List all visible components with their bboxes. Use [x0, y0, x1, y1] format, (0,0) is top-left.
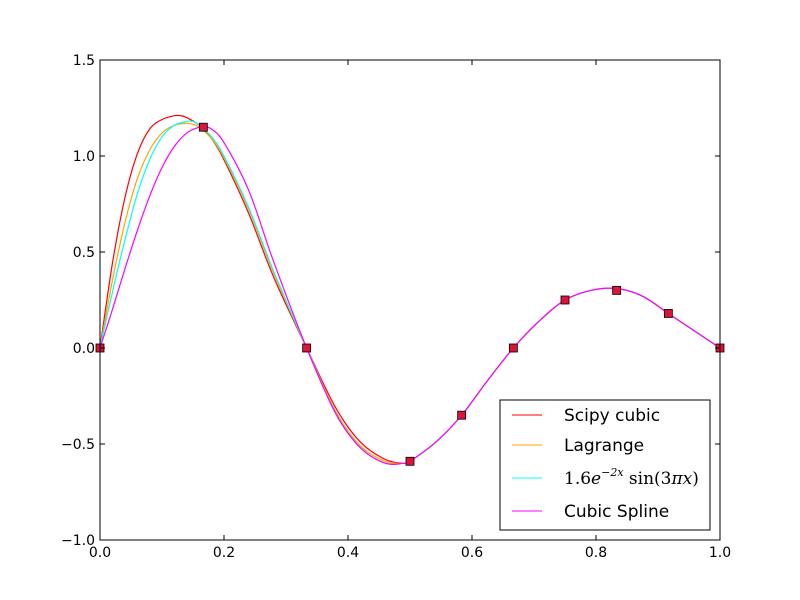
x-tick-label: 0.2 [213, 545, 235, 561]
series-line-cubic-spline [99, 126, 721, 466]
x-tick-label: 0.6 [461, 545, 483, 561]
legend-label-damped-sine: 1.6e−2x sin(3πx) [564, 466, 699, 489]
x-tick-label: 1.0 [709, 545, 731, 561]
legend-box [499, 399, 711, 531]
data-point-marker [612, 285, 622, 295]
plot-frame [99, 59, 721, 541]
legend-label-cubic-spline: Cubic Spline [564, 502, 669, 522]
data-point-marker [508, 343, 518, 353]
legend: Scipy cubic Lagrange 1.6e−2x sin(3πx) Cu… [499, 399, 711, 531]
x-tick-label: 0.8 [585, 545, 607, 561]
y-tick-label: 1.5 [73, 53, 95, 69]
legend-label-lagrange: Lagrange [564, 436, 644, 456]
data-point-marker [560, 295, 570, 305]
data-point-marker [457, 410, 467, 420]
data-point-marker [405, 456, 415, 466]
axis-ticks: 0.0 0.2 0.4 0.6 0.8 1.0 −1.0 −0.5 0.0 0.5 1.0 1.5 [61, 53, 731, 561]
y-tick-label: −1.0 [61, 533, 95, 549]
y-tick-label: 0.5 [73, 245, 95, 261]
data-point-marker [302, 343, 312, 353]
y-tick-label: 1.0 [73, 149, 95, 165]
x-tick-label: 0.0 [89, 545, 111, 561]
series-layer [99, 114, 721, 466]
data-point-marker [198, 122, 208, 132]
y-tick-label: −0.5 [61, 437, 95, 453]
legend-label-scipy-cubic: Scipy cubic [564, 406, 660, 426]
x-tick-label: 0.4 [337, 545, 359, 561]
y-tick-label: 0.0 [73, 341, 95, 357]
data-point-marker [663, 309, 673, 318]
